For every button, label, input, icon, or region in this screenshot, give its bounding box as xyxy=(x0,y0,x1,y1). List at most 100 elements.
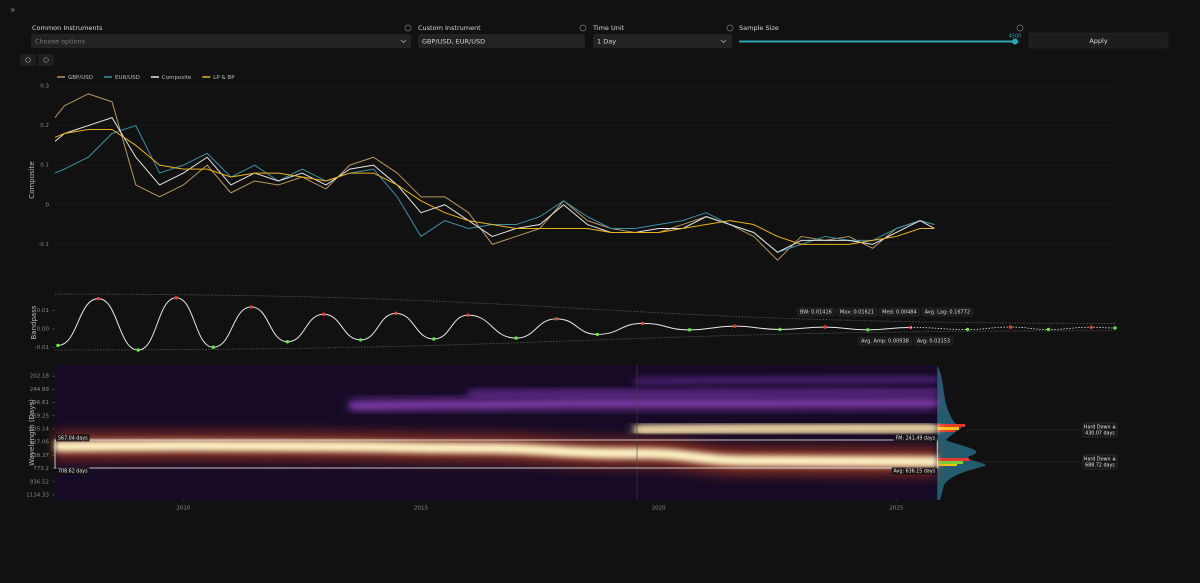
y-tick-label: 296.61 xyxy=(30,400,49,406)
peak-marker xyxy=(908,325,913,330)
y-axis-label: Wavelength (Days) xyxy=(28,399,36,466)
peak-marker xyxy=(96,296,100,301)
stat-label: Avg. Lag: 0.16772 xyxy=(925,310,970,316)
profile-bar xyxy=(937,430,955,432)
toolbar-button[interactable] xyxy=(38,54,54,66)
y-tick-label: 1134.33 xyxy=(26,492,49,498)
stat-box xyxy=(921,307,974,317)
band-label: FM: 241.49 days xyxy=(896,436,936,442)
stat-label: Max: 0.01621 xyxy=(840,310,874,316)
y-tick-label: 202.18 xyxy=(30,374,50,380)
peak-marker xyxy=(733,324,737,328)
stat-label: Avg. Amp: 0.00938 xyxy=(861,339,909,345)
help-icons xyxy=(404,24,1024,32)
band-label: 708.62 days xyxy=(58,469,88,475)
apply-button[interactable] xyxy=(1028,32,1169,49)
y-tick-label: 0.01 xyxy=(37,308,49,314)
help-icon[interactable] xyxy=(726,24,734,32)
stat-box xyxy=(836,307,878,317)
trough-marker xyxy=(432,337,436,341)
peak-marker xyxy=(174,296,178,300)
y-tick-label: 527.06 xyxy=(30,440,50,446)
stat-box xyxy=(857,336,913,346)
signal-box xyxy=(1082,422,1118,438)
toolbar-button[interactable] xyxy=(20,54,36,66)
selection-band xyxy=(54,439,938,469)
slider-fill xyxy=(739,40,1015,43)
text-input[interactable] xyxy=(418,34,585,48)
slider-thumb[interactable] xyxy=(1012,38,1018,45)
stat-label: Med: 0.00484 xyxy=(882,310,917,316)
field-label: Custom Instrument xyxy=(418,24,481,32)
ridge xyxy=(634,377,938,383)
profile-bar xyxy=(937,461,963,464)
spectrum-profile xyxy=(937,365,986,500)
peak-marker xyxy=(394,311,398,316)
label-box xyxy=(893,434,938,442)
series-line xyxy=(54,117,935,253)
field-label: Common Instruments xyxy=(32,24,103,32)
legend-label: Composite xyxy=(162,75,192,81)
y-tick-label: 0 xyxy=(46,202,50,208)
y-tick-label: 638.37 xyxy=(30,453,50,459)
help-icon[interactable] xyxy=(579,24,587,32)
ridge xyxy=(634,425,938,433)
y-axis-label: Bandpass xyxy=(30,305,38,339)
y-tick-label: 0.1 xyxy=(40,163,49,169)
y-axis-label: Composite xyxy=(28,161,36,198)
stat-box xyxy=(913,336,954,346)
peak-marker xyxy=(466,313,470,317)
series-line xyxy=(910,326,1116,330)
band-label: Avg: 636.15 days xyxy=(894,469,936,475)
signal-label: Hard Down ⇊ xyxy=(1084,457,1116,463)
y-tick-label: 936.52 xyxy=(30,479,49,485)
label-box xyxy=(891,467,938,475)
legend-label: LP & BP xyxy=(213,75,235,81)
ridge xyxy=(54,440,938,468)
series-line xyxy=(54,330,1116,351)
series-line xyxy=(57,297,911,351)
dropdown-value: 1 Day xyxy=(597,38,616,46)
profile-bar xyxy=(937,458,969,461)
trough-marker xyxy=(358,338,363,342)
series-line xyxy=(54,129,935,245)
ridge xyxy=(468,390,938,396)
stat-box xyxy=(878,307,920,317)
slider-value: 4500 xyxy=(1009,34,1022,40)
profile-bar xyxy=(937,427,959,430)
help-icon[interactable] xyxy=(1016,24,1024,32)
x-tick-label: 2020 xyxy=(652,506,666,512)
peak-marker xyxy=(321,312,326,316)
profile-bar xyxy=(937,424,965,427)
sidebar-toggle[interactable]: » xyxy=(10,6,16,16)
y-tick-label: -0.01 xyxy=(35,345,49,351)
y-tick-label: 359.25 xyxy=(30,413,50,419)
ridge xyxy=(349,400,938,408)
icon xyxy=(43,57,49,63)
x-tick-label: 2025 xyxy=(889,506,903,512)
signal-days: 430.07 days xyxy=(1085,431,1115,437)
dropdown[interactable] xyxy=(31,34,411,48)
peak-marker xyxy=(249,305,254,309)
trough-marker xyxy=(687,328,692,332)
y-tick-label: 435.14 xyxy=(30,426,50,432)
dropdown[interactable] xyxy=(593,34,732,48)
field-label: Time Unit xyxy=(592,24,625,32)
y-tick-label: 773.2 xyxy=(33,466,49,472)
trough-marker xyxy=(514,336,518,340)
label-box xyxy=(56,434,90,442)
help-icon[interactable] xyxy=(404,24,412,32)
trough-marker xyxy=(1046,327,1051,332)
series-line xyxy=(54,125,935,253)
chevron xyxy=(720,39,727,44)
trough-marker xyxy=(136,348,140,352)
band-label: 567.04 days xyxy=(58,436,88,442)
y-tick-label: 0.2 xyxy=(40,123,49,129)
trough-marker xyxy=(965,327,970,332)
text-input-value: GBP/USD, EUR/USD xyxy=(422,38,485,46)
legend-label: EUR/USD xyxy=(115,75,140,81)
trough-marker xyxy=(211,345,215,349)
y-tick-label: 0.3 xyxy=(40,83,49,89)
signal-days: 688.72 days xyxy=(1085,463,1115,469)
